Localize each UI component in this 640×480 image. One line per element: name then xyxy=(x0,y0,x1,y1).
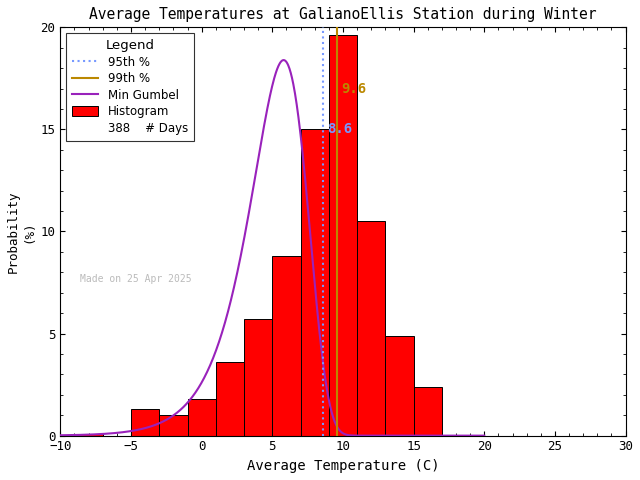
Y-axis label: Probability
(%): Probability (%) xyxy=(7,190,35,273)
Text: Made on 25 Apr 2025: Made on 25 Apr 2025 xyxy=(80,275,192,284)
Bar xyxy=(216,362,244,436)
Bar xyxy=(301,130,329,436)
Bar xyxy=(159,415,188,436)
Title: Average Temperatures at GalianoEllis Station during Winter: Average Temperatures at GalianoEllis Sta… xyxy=(89,7,596,22)
X-axis label: Average Temperature (C): Average Temperature (C) xyxy=(246,459,439,473)
Bar xyxy=(272,256,301,436)
Text: 9.6: 9.6 xyxy=(342,82,367,96)
Bar xyxy=(74,433,103,436)
Bar xyxy=(357,221,385,436)
Bar xyxy=(244,319,272,436)
Bar xyxy=(329,36,357,436)
Bar xyxy=(188,399,216,436)
Bar xyxy=(131,409,159,436)
Legend: 95th %, 99th %, Min Gumbel, Histogram, 388    # Days: 95th %, 99th %, Min Gumbel, Histogram, 3… xyxy=(67,33,194,141)
Text: 8.6: 8.6 xyxy=(328,122,353,136)
Bar xyxy=(385,336,413,436)
Bar xyxy=(413,386,442,436)
